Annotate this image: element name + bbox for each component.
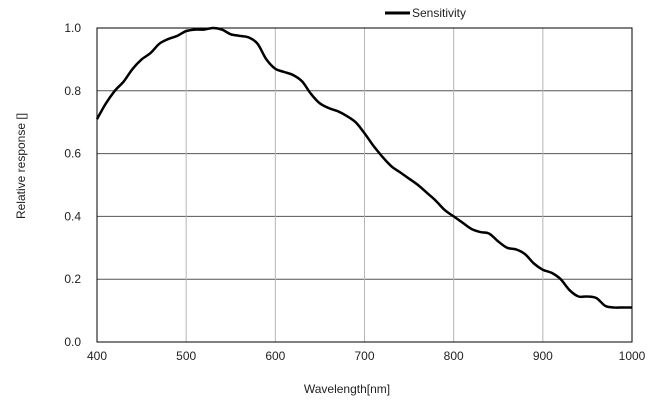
- y-tick-label: 0.4: [64, 209, 81, 223]
- y-tick-label: 1.0: [64, 21, 81, 35]
- plot-area-frame: [96, 27, 633, 343]
- y-axis-ticks: 0.0 0.2 0.4 0.6 0.8 1.0: [64, 21, 81, 349]
- y-tick-label: 0.2: [64, 272, 81, 286]
- x-tick-label: 600: [265, 349, 285, 363]
- series-line-sensitivity: [95, 26, 632, 309]
- y-tick-label: 0.6: [64, 147, 81, 161]
- legend: Sensitivity: [385, 6, 466, 20]
- x-tick-label: 1000: [619, 349, 646, 363]
- x-tick-label: 500: [176, 349, 196, 363]
- x-tick-label: 400: [87, 349, 107, 363]
- series-group: [95, 26, 632, 309]
- y-tick-label: 0.0: [64, 335, 81, 349]
- x-axis-title: Wavelength[nm]: [304, 382, 390, 396]
- y-tick-label: 0.8: [64, 84, 81, 98]
- x-tick-label: 700: [354, 349, 374, 363]
- x-axis-ticks: 400 500 600 700 800 900 1000: [87, 349, 646, 363]
- y-axis-title: Relative response []: [14, 113, 28, 219]
- x-tick-label: 800: [444, 349, 464, 363]
- gridlines: [97, 28, 632, 342]
- x-tick-label: 900: [533, 349, 553, 363]
- legend-label-sensitivity: Sensitivity: [412, 6, 466, 20]
